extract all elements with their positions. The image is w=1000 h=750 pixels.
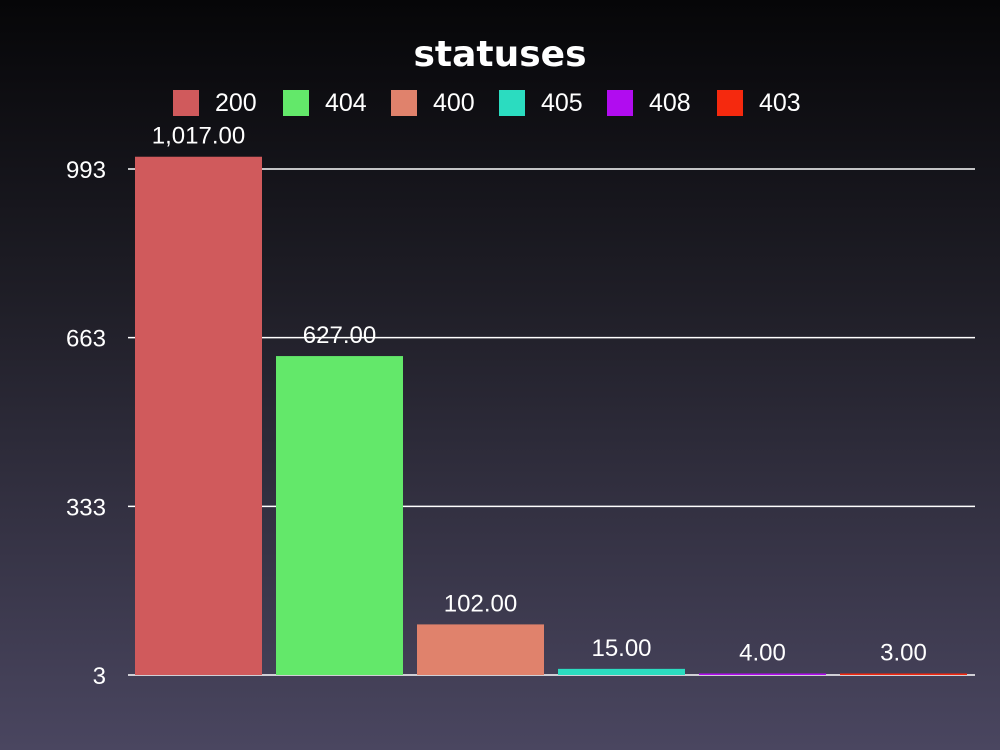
- legend-label-404: 404: [325, 89, 367, 117]
- legend-label-405: 405: [541, 89, 583, 117]
- chart-title: statuses: [413, 34, 586, 75]
- data-label-403: 3.00: [880, 640, 927, 667]
- legend-swatch-400: [391, 90, 417, 116]
- y-tick-label-663: 663: [66, 326, 106, 353]
- data-label-200: 1,017.00: [152, 123, 245, 150]
- bar-408: [699, 673, 826, 675]
- legend: 200 404 400 405 408 403: [173, 89, 801, 117]
- legend-label-200: 200: [215, 89, 257, 117]
- legend-label-403: 403: [759, 89, 801, 117]
- data-label-400: 102.00: [444, 590, 517, 617]
- data-label-408: 4.00: [739, 640, 786, 667]
- gridlines: [128, 168, 975, 676]
- bars: [135, 156, 967, 675]
- legend-swatch-403: [717, 90, 743, 116]
- data-labels: 1,017.00 627.00 102.00 15.00 4.00 3.00: [152, 123, 927, 667]
- bar-200: [135, 156, 262, 675]
- legend-swatch-405: [499, 90, 525, 116]
- data-label-404: 627.00: [303, 322, 376, 349]
- bar-403: [840, 673, 967, 675]
- legend-swatch-200: [173, 90, 199, 116]
- y-tick-label-333: 333: [66, 494, 106, 521]
- bar-405: [558, 668, 685, 675]
- y-tick-label-993: 993: [66, 157, 106, 184]
- legend-label-408: 408: [649, 89, 691, 117]
- legend-swatch-408: [607, 90, 633, 116]
- legend-swatch-404: [283, 90, 309, 116]
- bar-400: [417, 624, 544, 675]
- data-label-405: 15.00: [591, 635, 651, 662]
- y-tick-label-3: 3: [93, 663, 106, 690]
- bar-404: [276, 356, 403, 675]
- legend-label-400: 400: [433, 89, 475, 117]
